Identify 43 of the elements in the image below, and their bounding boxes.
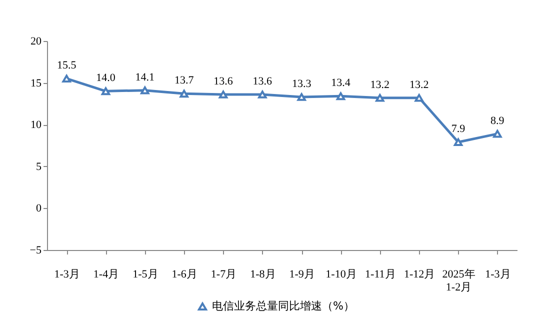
point [140, 86, 150, 94]
y-tick-label: 5 [36, 160, 42, 173]
data-label: 14.1 [135, 71, 155, 84]
y-tick-label: 10 [30, 119, 42, 132]
point [101, 87, 110, 96]
point [493, 130, 502, 138]
y-tick-label: 0 [36, 202, 42, 215]
y-tick-label: 15 [30, 77, 42, 90]
data-label: 13.2 [370, 78, 390, 91]
x-tick-label: 1-7月 [210, 268, 237, 280]
data-label: 7.9 [451, 123, 466, 136]
data-label: 13.3 [292, 78, 312, 90]
x-tick-label: 1-3月 [485, 268, 511, 280]
point [297, 93, 306, 101]
legend-label: 电信业务总量同比增速（%） [212, 300, 354, 312]
point [218, 90, 228, 98]
y-tick-label: −5 [30, 244, 42, 256]
data-label: 13.2 [409, 78, 429, 91]
point [336, 92, 346, 100]
data-label: 13.6 [214, 76, 234, 88]
data-label: 13.4 [331, 77, 351, 90]
x-tick-label: 1-3月 [54, 268, 80, 280]
data-label: 15.5 [56, 60, 77, 72]
point [62, 74, 71, 83]
x-tick-label: 1-8月 [250, 268, 276, 280]
data-label: 13.6 [252, 76, 273, 88]
x-tick-label: 2025年 1-2月 [442, 268, 476, 294]
y-tick-label: 20 [30, 36, 42, 48]
x-tick-label: 1-4月 [93, 268, 120, 280]
point [180, 90, 188, 98]
x-tick-label: 1-11月 [365, 268, 396, 280]
point [258, 90, 267, 98]
x-tick-label: 1-5月 [132, 268, 158, 280]
data-label: 13.7 [174, 74, 194, 87]
point [414, 94, 424, 102]
x-tick-label: 1-9月 [289, 268, 315, 280]
point [454, 138, 463, 146]
x-tick-label: 1-12月 [404, 268, 436, 280]
x-tick-label: 1-10月 [326, 268, 357, 280]
point [376, 94, 384, 102]
data-label: 8.9 [490, 114, 505, 127]
x-tick-label: 1-6月 [172, 268, 198, 280]
data-label: 14.0 [96, 72, 116, 84]
